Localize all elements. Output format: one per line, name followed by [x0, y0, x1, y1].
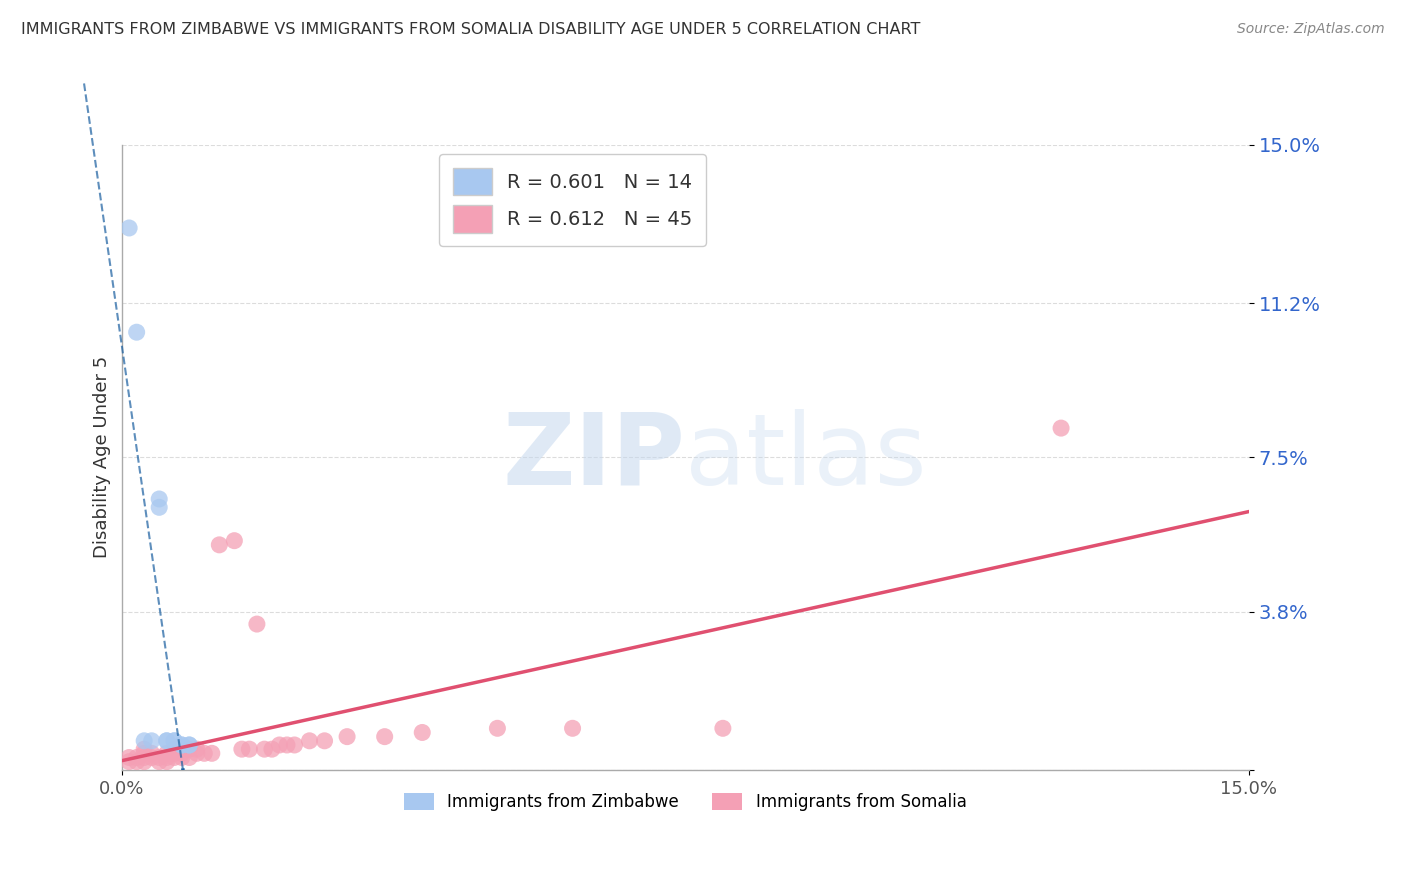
- Point: [134, 734, 156, 748]
- Point: [125, 755, 148, 769]
- Point: [141, 750, 163, 764]
- Point: [179, 738, 201, 752]
- Point: [156, 755, 179, 769]
- Point: [179, 738, 201, 752]
- Point: [336, 730, 359, 744]
- Point: [134, 755, 156, 769]
- Point: [711, 721, 734, 735]
- Point: [283, 738, 305, 752]
- Point: [374, 730, 396, 744]
- Point: [231, 742, 253, 756]
- Point: [253, 742, 276, 756]
- Point: [163, 750, 186, 764]
- Point: [118, 221, 141, 235]
- Point: [170, 738, 193, 752]
- Point: [156, 734, 179, 748]
- Y-axis label: Disability Age Under 5: Disability Age Under 5: [93, 356, 111, 558]
- Point: [156, 747, 179, 761]
- Point: [314, 734, 336, 748]
- Point: [170, 747, 193, 761]
- Point: [486, 721, 509, 735]
- Point: [201, 747, 224, 761]
- Point: [134, 750, 156, 764]
- Point: [163, 734, 186, 748]
- Point: [163, 747, 186, 761]
- Point: [118, 750, 141, 764]
- Text: ZIP: ZIP: [502, 409, 685, 506]
- Point: [148, 755, 170, 769]
- Point: [276, 738, 298, 752]
- Text: Source: ZipAtlas.com: Source: ZipAtlas.com: [1237, 22, 1385, 37]
- Point: [134, 747, 156, 761]
- Point: [561, 721, 583, 735]
- Point: [141, 747, 163, 761]
- Text: IMMIGRANTS FROM ZIMBABWE VS IMMIGRANTS FROM SOMALIA DISABILITY AGE UNDER 5 CORRE: IMMIGRANTS FROM ZIMBABWE VS IMMIGRANTS F…: [21, 22, 921, 37]
- Point: [148, 750, 170, 764]
- Point: [134, 742, 156, 756]
- Point: [193, 747, 215, 761]
- Point: [224, 533, 246, 548]
- Point: [208, 538, 231, 552]
- Point: [125, 750, 148, 764]
- Point: [238, 742, 260, 756]
- Point: [156, 750, 179, 764]
- Point: [186, 747, 208, 761]
- Point: [269, 738, 291, 752]
- Text: atlas: atlas: [685, 409, 927, 506]
- Point: [260, 742, 283, 756]
- Point: [141, 734, 163, 748]
- Point: [246, 617, 269, 632]
- Point: [148, 491, 170, 506]
- Point: [156, 734, 179, 748]
- Point: [163, 734, 186, 748]
- Point: [186, 742, 208, 756]
- Point: [411, 725, 433, 739]
- Point: [170, 750, 193, 764]
- Point: [148, 500, 170, 515]
- Legend: Immigrants from Zimbabwe, Immigrants from Somalia: Immigrants from Zimbabwe, Immigrants fro…: [398, 787, 973, 818]
- Point: [1050, 421, 1073, 435]
- Point: [170, 738, 193, 752]
- Point: [125, 325, 148, 339]
- Point: [179, 742, 201, 756]
- Point: [179, 750, 201, 764]
- Point: [298, 734, 321, 748]
- Point: [118, 755, 141, 769]
- Point: [163, 742, 186, 756]
